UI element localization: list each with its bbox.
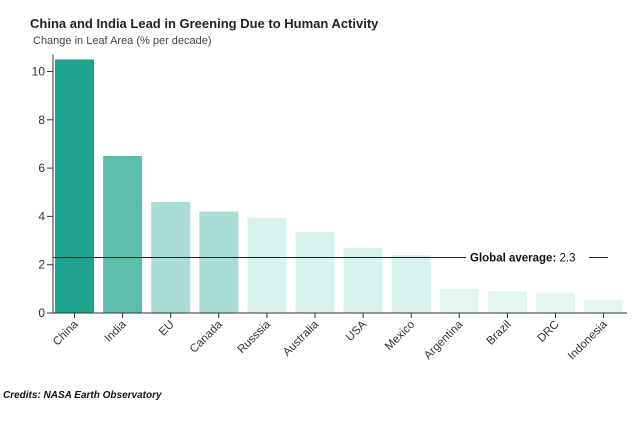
y-tick-label: 8 [38, 113, 45, 127]
bar-china [55, 59, 94, 313]
y-tick-label: 6 [38, 161, 45, 175]
x-tick-label: Australia [281, 318, 322, 359]
x-tick-label: Mexico [383, 319, 417, 353]
x-tick-label: USA [344, 318, 369, 343]
x-tick-label: Argentina [422, 318, 466, 362]
x-tick-label: India [103, 318, 130, 345]
bar-russsia [247, 217, 287, 313]
x-tick-label: Canada [188, 318, 225, 355]
bar-india [103, 156, 143, 313]
x-tick-label: Brazil [485, 319, 514, 348]
x-tick-label: Russsia [236, 318, 274, 356]
x-tick-label: China [51, 318, 81, 348]
y-axis-label: Change in Leaf Area (% per decade) [33, 35, 212, 47]
y-tick-label: 2 [38, 258, 45, 272]
y-tick-label: 10 [32, 65, 46, 79]
x-tick-label: Indonesia [566, 318, 610, 362]
x-tick-label: EU [157, 319, 177, 339]
bar-canada [199, 211, 239, 313]
global-average-label: Global average: 2.3 [470, 252, 575, 264]
global-average-value: 2.3 [559, 252, 575, 264]
bar-australia [295, 232, 335, 313]
bar-mexico [391, 255, 431, 313]
bar-indonesia [584, 299, 624, 313]
chart-title: China and India Lead in Greening Due to … [30, 16, 379, 31]
bar-brazil [487, 291, 527, 313]
x-tick-label: DRC [536, 319, 562, 345]
bar-argentina [439, 288, 479, 313]
global-average-title: Global average: [470, 252, 559, 264]
y-tick-label: 0 [38, 306, 45, 320]
y-tick-label: 4 [38, 209, 45, 223]
bar-drc [536, 292, 575, 313]
credits-text: Credits: NASA Earth Observatory [3, 390, 162, 401]
bar-usa [343, 247, 383, 313]
